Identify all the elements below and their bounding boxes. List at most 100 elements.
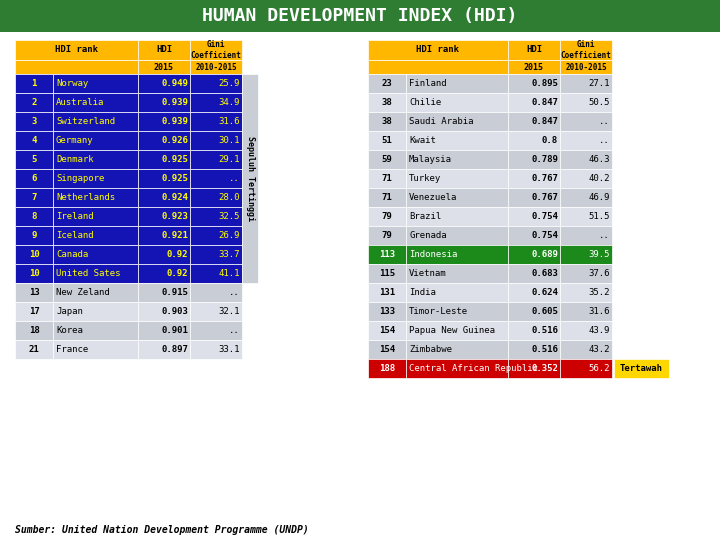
Bar	[15, 74, 53, 93]
Bar	[368, 112, 406, 131]
Text: 46.9: 46.9	[588, 193, 610, 202]
Bar	[508, 188, 560, 207]
Text: Sepuluh Tertinggi: Sepuluh Tertinggi	[246, 136, 254, 221]
Text: 32.1: 32.1	[218, 307, 240, 316]
Text: 59: 59	[382, 155, 392, 164]
Text: Japan: Japan	[56, 307, 83, 316]
Text: 0.352: 0.352	[531, 364, 558, 373]
Bar	[190, 60, 242, 74]
Bar	[368, 245, 406, 264]
Bar	[406, 321, 508, 340]
Bar	[368, 207, 406, 226]
Bar	[190, 302, 242, 321]
Bar	[560, 321, 612, 340]
Text: Vietnam: Vietnam	[409, 269, 446, 278]
Bar	[560, 245, 612, 264]
Bar	[368, 169, 406, 188]
Bar	[15, 302, 53, 321]
Text: 10: 10	[29, 269, 40, 278]
Bar	[368, 321, 406, 340]
Bar	[138, 283, 190, 302]
Text: 133: 133	[379, 307, 395, 316]
Bar	[53, 131, 138, 150]
Bar	[508, 112, 560, 131]
Text: 3: 3	[31, 117, 37, 126]
Text: 0.923: 0.923	[161, 212, 188, 221]
Text: 17: 17	[29, 307, 40, 316]
Bar	[190, 188, 242, 207]
Bar	[138, 112, 190, 131]
Text: ..: ..	[599, 231, 610, 240]
Text: 188: 188	[379, 364, 395, 373]
Bar	[560, 93, 612, 112]
Bar	[190, 74, 242, 93]
Bar	[368, 60, 508, 74]
Text: Central African Republic: Central African Republic	[409, 364, 538, 373]
Text: Turkey: Turkey	[409, 174, 441, 183]
Bar	[368, 150, 406, 169]
Bar	[406, 112, 508, 131]
Text: 2: 2	[31, 98, 37, 107]
Text: Grenada: Grenada	[409, 231, 446, 240]
Text: ..: ..	[599, 117, 610, 126]
Text: Canada: Canada	[56, 250, 89, 259]
Bar	[138, 131, 190, 150]
Text: 28.0: 28.0	[218, 193, 240, 202]
Text: 29.1: 29.1	[218, 155, 240, 164]
Text: 0.754: 0.754	[531, 231, 558, 240]
Bar	[15, 226, 53, 245]
Bar	[368, 264, 406, 283]
Bar	[508, 207, 560, 226]
Bar	[406, 340, 508, 359]
Text: 43.2: 43.2	[588, 345, 610, 354]
Text: Singapore: Singapore	[56, 174, 104, 183]
Bar	[15, 131, 53, 150]
Text: Ireland: Ireland	[56, 212, 94, 221]
Bar	[508, 359, 560, 378]
Text: 2015: 2015	[524, 63, 544, 71]
Bar	[15, 169, 53, 188]
Text: 2010-2015: 2010-2015	[195, 63, 237, 71]
Bar	[53, 93, 138, 112]
Text: 0.915: 0.915	[161, 288, 188, 297]
Text: 0.767: 0.767	[531, 193, 558, 202]
Bar	[368, 40, 508, 60]
Text: 37.6: 37.6	[588, 269, 610, 278]
Bar	[53, 188, 138, 207]
Text: 50.5: 50.5	[588, 98, 610, 107]
Text: United Sates: United Sates	[56, 269, 120, 278]
Bar	[138, 245, 190, 264]
Text: 0.925: 0.925	[161, 174, 188, 183]
Text: Saudi Arabia: Saudi Arabia	[409, 117, 474, 126]
Text: 0.605: 0.605	[531, 307, 558, 316]
Text: ..: ..	[599, 136, 610, 145]
Bar	[53, 302, 138, 321]
Text: Gini
Coefficient: Gini Coefficient	[561, 40, 611, 60]
Bar	[53, 340, 138, 359]
Bar	[406, 359, 508, 378]
Bar	[53, 283, 138, 302]
Text: Norway: Norway	[56, 79, 89, 88]
Text: 0.939: 0.939	[161, 98, 188, 107]
Text: 0.901: 0.901	[161, 326, 188, 335]
Bar	[15, 321, 53, 340]
Bar	[15, 207, 53, 226]
Bar	[138, 40, 190, 60]
Text: 0.847: 0.847	[531, 117, 558, 126]
Text: 79: 79	[382, 212, 392, 221]
Bar	[190, 283, 242, 302]
Bar	[406, 131, 508, 150]
Bar	[190, 264, 242, 283]
Bar	[560, 40, 612, 60]
Text: Indonesia: Indonesia	[409, 250, 457, 259]
Bar	[508, 264, 560, 283]
Text: 0.924: 0.924	[161, 193, 188, 202]
Bar	[508, 245, 560, 264]
Bar	[15, 245, 53, 264]
Text: Malaysia: Malaysia	[409, 155, 452, 164]
Bar	[53, 245, 138, 264]
Text: 5: 5	[31, 155, 37, 164]
Text: ..: ..	[229, 326, 240, 335]
Bar	[190, 93, 242, 112]
Text: 31.6: 31.6	[588, 307, 610, 316]
